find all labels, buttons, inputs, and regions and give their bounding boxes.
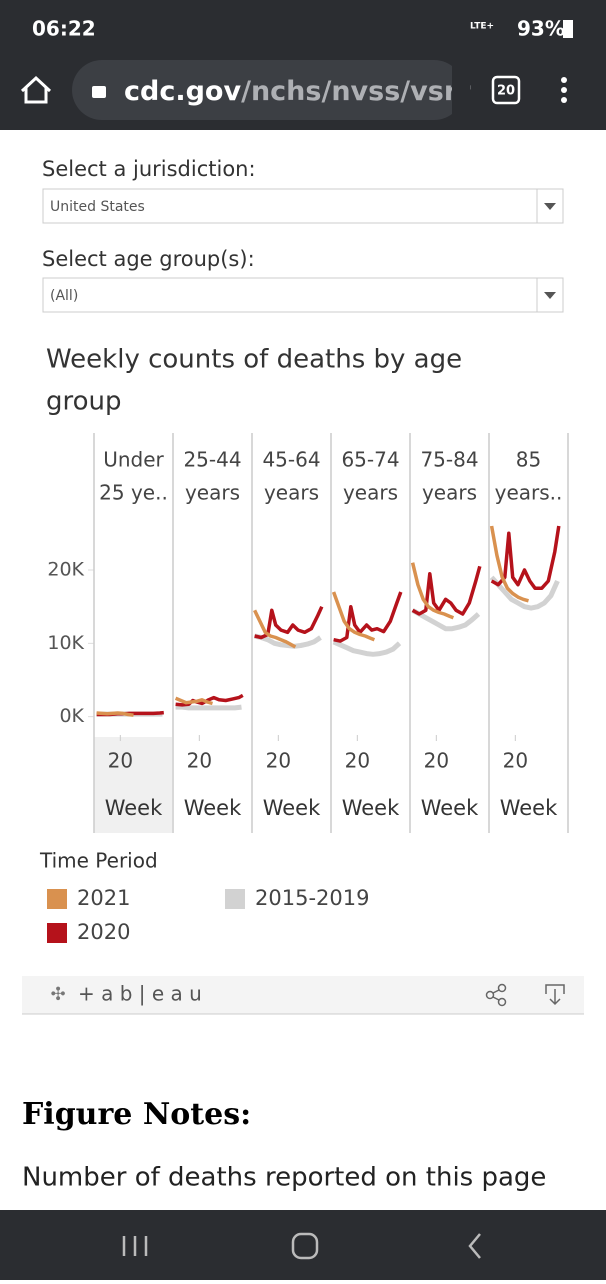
y-tick-label: 20K [47,559,84,581]
line-series [175,693,244,707]
selected-cell [94,737,172,833]
notes-text: Number of deaths reported on this page [22,1163,546,1193]
nav-recents[interactable] [122,1236,148,1256]
battery-icon [563,20,573,38]
x-axis-label: Week [184,796,242,820]
legend-swatch [47,923,67,943]
url-path: /nchs/nvss/vsrr [241,76,471,107]
panel-label: 65-74 [341,448,399,472]
panel-label: years [343,481,398,505]
notes-heading: Figure Notes: [22,1097,251,1132]
url-fade [452,60,470,120]
y-tick-label: 0K [59,705,84,727]
lock-icon [92,86,106,98]
x-axis-label: Week [500,796,558,820]
y-tick-label: 10K [47,632,84,654]
download-button[interactable] [545,984,565,1006]
x-tick-label: 20 [266,749,291,773]
panel-label: Under [103,448,164,472]
legend-swatch [47,889,67,909]
panel-label: 25-44 [183,448,241,472]
status-battery: 93% [517,17,565,41]
x-axis-label: Week [105,796,163,820]
line-series [411,608,481,632]
x-axis-label: Week [342,796,400,820]
status-time: 06:22 [32,17,96,41]
panel-label: years [422,481,477,505]
filter-label: Select a jurisdiction: [42,157,256,181]
x-axis-label: Week [263,796,321,820]
dropdown-value: (All) [50,288,78,304]
tableau-logo[interactable]: + a b | e a u [78,982,202,1006]
tableau-icon: ✣ [50,984,65,1005]
menu-button[interactable] [561,77,567,103]
line-series [410,562,455,620]
chart-title: Weekly counts of deaths by age [46,345,462,375]
dropdown[interactable] [42,188,564,224]
line-series [331,591,376,642]
home-button[interactable] [20,75,52,104]
legend-title: Time Period [39,849,158,873]
dropdown-arrow [544,292,556,299]
panel-label: 85 [516,448,541,472]
line-series [411,565,482,616]
line-series [489,525,529,603]
line-series [489,575,560,611]
status-network: LTE+ [470,22,494,32]
line-series [254,633,322,649]
tableau-toolbar [22,976,584,1014]
share-button[interactable] [485,983,507,1007]
legend-swatch [225,889,245,909]
line-series [490,525,561,591]
legend-label: 2015-2019 [255,886,369,910]
x-tick-label: 20 [187,749,212,773]
line-series [253,609,297,649]
nav-back[interactable] [468,1233,481,1259]
panel-label: years [264,481,319,505]
line-series [333,591,403,643]
chart-title: group [46,387,122,417]
x-tick-label: 20 [503,749,528,773]
dropdown-value: United States [50,199,145,215]
panel-label: 25 ye.. [99,481,168,505]
dropdown[interactable] [42,277,564,313]
tabs-button[interactable] [491,75,521,105]
legend-label: 2020 [77,920,130,944]
line-series [332,639,402,657]
legend-label: 2021 [77,886,130,910]
tab-count: 20 [497,84,515,99]
nav-bar [0,1210,606,1280]
x-tick-label: 20 [424,749,449,773]
panel-label: years.. [495,481,563,505]
panel-label: 75-84 [420,448,478,472]
filter-label: Select age group(s): [42,247,255,271]
x-tick-label: 20 [108,749,133,773]
x-tick-label: 20 [345,749,370,773]
line-series [174,696,213,706]
url: cdc.gov/nchs/nvss/vsrr [124,76,471,107]
chart: 0K 10K 20K Under 25 ye.. 20 Week 25-44 years 20 We… [39,433,569,944]
panel-label: years [185,481,240,505]
dropdown-arrow [544,203,556,210]
line-series [96,711,134,717]
nav-home[interactable] [291,1232,319,1260]
line-series [175,704,242,711]
url-bar[interactable] [72,60,464,120]
panel-label: 45-64 [262,448,320,472]
x-axis-label: Week [421,796,479,820]
url-domain: cdc.gov [124,76,241,107]
